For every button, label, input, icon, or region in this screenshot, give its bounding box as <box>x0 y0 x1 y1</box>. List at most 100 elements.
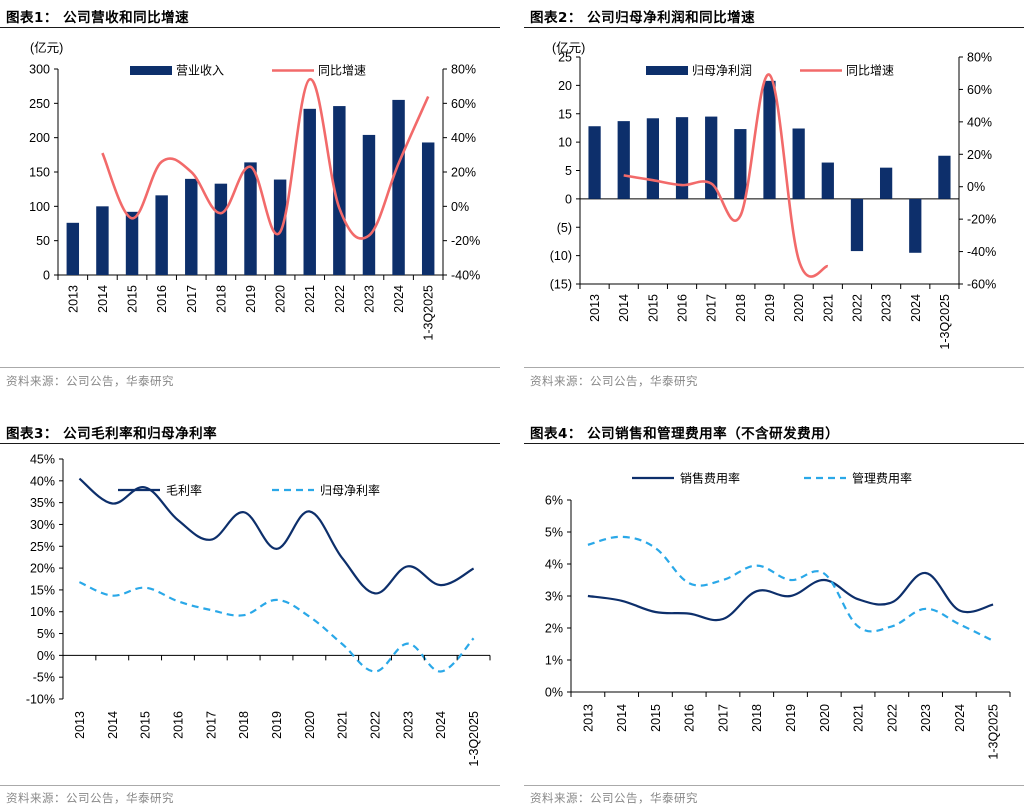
chart-1-top-rule <box>0 27 500 28</box>
chart-3-top-rule <box>0 443 500 444</box>
y-tick-label: 40% <box>30 474 55 488</box>
bar-revenue <box>362 134 376 275</box>
y-tick-label: 5% <box>545 526 563 540</box>
x-tick-label: 2014 <box>617 294 631 322</box>
x-tick-label: 2019 <box>270 711 284 739</box>
y-tick-label: 30% <box>30 518 55 532</box>
chart-panel-4: 图表4： 公司销售和管理费用率（不含研发费用） 0% 1% 2% 3% 4% 5% 6% 销售… <box>524 416 1030 810</box>
y-left-tick-label: 10 <box>558 136 572 150</box>
bar-revenue <box>66 222 80 275</box>
x-tick-label: 2018 <box>237 711 251 739</box>
x-tick-label: 2017 <box>705 294 719 322</box>
bar-revenue <box>125 211 139 275</box>
chart-2-source: 资料来源：公司公告，华泰研究 <box>530 374 698 388</box>
x-tick-label: 2019 <box>763 294 777 322</box>
x-tick-label: 1-3Q2025 <box>467 711 481 767</box>
chart-panel-3: 图表3： 公司毛利率和归母净利率 -10% -5% 0% 5% 10% 15% 20% 25%… <box>0 416 507 810</box>
x-tick-label: 2016 <box>676 294 690 322</box>
x-tick-label: 2016 <box>155 285 169 313</box>
x-tick-label: 2015 <box>139 711 153 739</box>
y-left-tick-label: 5 <box>565 164 572 178</box>
line-primary <box>78 477 475 595</box>
legend-swatch-net-profit <box>646 66 688 75</box>
x-tick-label: 2013 <box>73 711 87 739</box>
y-left-tick-label: 300 <box>29 63 50 77</box>
y-tick-label: 20% <box>30 562 55 576</box>
y-left-tick-label: 25 <box>558 51 572 65</box>
y-left-tick-label: (5) <box>557 221 572 235</box>
x-tick-label: 2022 <box>885 704 899 732</box>
x-tick-label: 2022 <box>850 294 864 322</box>
line-secondary <box>587 535 994 642</box>
bar-net-profit <box>705 116 718 199</box>
bar-net-profit <box>617 121 630 199</box>
chart-2-plot: (亿元) (15) (10) (5) 0 5 10 15 20 25 -60% -40% -20% 0% 2… <box>550 40 996 350</box>
y-right-tick-label: -20% <box>967 213 996 227</box>
chart-1-title: 图表1： 公司营收和同比增速 <box>6 10 190 26</box>
chart-4-plot: 0% 1% 2% 3% 4% 5% 6% 销售费用率 管理费用率 2013 2014 2015 2016… <box>545 471 1011 760</box>
y-right-tick-label: -20% <box>451 234 480 248</box>
y-tick-label: -10% <box>26 693 55 707</box>
x-tick-label: 2024 <box>953 704 967 732</box>
x-tick-label: 2020 <box>274 285 288 313</box>
chart-4-bottom-rule <box>524 785 1024 786</box>
bar-revenue <box>96 206 109 275</box>
chart-panel-2: 图表2： 公司归母净利润和同比增速 (亿元) (15) (10) (5) 0 5 10 15 2… <box>524 0 1030 400</box>
x-tick-label: 2021 <box>303 285 317 313</box>
line-primary <box>587 571 994 622</box>
line-growth <box>623 73 829 278</box>
y-right-tick-label: -40% <box>451 269 480 283</box>
x-tick-label: 2021 <box>336 711 350 739</box>
x-tick-label: 2023 <box>880 294 894 322</box>
x-tick-label: 2017 <box>185 285 199 313</box>
x-tick-label: 2013 <box>66 285 80 313</box>
chart-2-bottom-rule <box>524 367 1024 368</box>
bar-revenue <box>273 179 287 275</box>
legend-label-growth: 同比增速 <box>846 64 894 78</box>
x-tick-label: 2018 <box>750 704 764 732</box>
x-tick-label: 2023 <box>362 285 376 313</box>
y-right-tick-label: 40% <box>451 131 476 145</box>
x-tick-label: 2020 <box>303 711 317 739</box>
x-tick-label: 2016 <box>683 704 697 732</box>
x-tick-label: 2022 <box>333 285 347 313</box>
chart-1-plot: (亿元) 0 50 100 150 200 250 300 -40% -20% 0% 20% 40% 60… <box>29 40 480 341</box>
bar-revenue <box>244 162 257 275</box>
x-tick-label: 2019 <box>244 285 258 313</box>
x-tick-label: 2022 <box>369 711 383 739</box>
chart-3-title: 图表3： 公司毛利率和归母净利率 <box>6 426 218 442</box>
legend-label-primary: 销售费用率 <box>680 471 740 486</box>
chart-3-plot: -10% -5% 0% 5% 10% 15% 20% 25% 30% 35% 40% 45% 毛利率 归母… <box>26 453 491 767</box>
y-tick-label: 35% <box>30 496 55 510</box>
y-tick-label: 5% <box>37 627 55 641</box>
y-left-tick-label: 0 <box>565 192 572 206</box>
y-right-tick-label: 0% <box>451 200 469 214</box>
chart-4-title: 图表4： 公司销售和管理费用率（不含研发费用） <box>530 426 840 442</box>
chart-3-bottom-rule <box>0 785 500 786</box>
y-tick-label: 1% <box>545 654 563 668</box>
legend-label-growth: 同比增速 <box>318 64 366 78</box>
legend-label-primary: 毛利率 <box>166 483 202 498</box>
bar-net-profit <box>909 198 922 253</box>
bar-revenue <box>421 142 435 275</box>
bar-net-profit <box>675 117 689 199</box>
x-tick-label: 2015 <box>649 704 663 732</box>
bar-net-profit <box>646 118 660 199</box>
x-tick-label: 1-3Q2025 <box>422 285 436 341</box>
y-left-tick-label: 15 <box>558 107 572 121</box>
bar-net-profit <box>879 167 893 199</box>
bar-revenue <box>333 106 346 275</box>
legend-label-secondary: 归母净利率 <box>320 483 380 498</box>
chart-1-source: 资料来源：公司公告，华泰研究 <box>6 374 174 388</box>
x-tick-label: 2013 <box>581 704 595 732</box>
x-tick-label: 2021 <box>821 294 835 322</box>
y-right-tick-label: 20% <box>451 166 476 180</box>
x-tick-label: 2024 <box>909 294 923 322</box>
x-tick-label: 2014 <box>615 704 629 732</box>
chart-4-source: 资料来源：公司公告，华泰研究 <box>530 791 698 805</box>
y-right-tick-label: 40% <box>967 115 992 129</box>
x-tick-label: 2020 <box>818 704 832 732</box>
bar-net-profit <box>763 80 776 199</box>
x-tick-label: 2021 <box>852 704 866 732</box>
y-left-tick-label: 200 <box>29 131 50 145</box>
